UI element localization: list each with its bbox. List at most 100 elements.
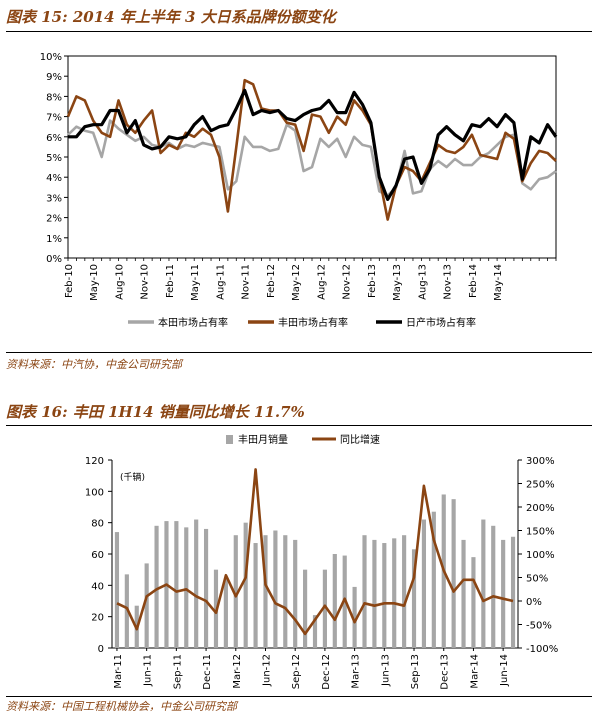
- x-tick-label: Aug-12: [316, 264, 327, 300]
- figure-16-source: 资料来源：中国工程机械协会，中金公司研究部: [6, 700, 237, 713]
- x-tick-label: Mar-11: [113, 654, 124, 689]
- x-tick-label: Sep-11: [172, 654, 183, 689]
- legend-label-3: 日产市场占有率: [406, 316, 476, 329]
- x-tick-label: May-13: [392, 264, 403, 301]
- figure-15-source: 资料来源：中汽协，中金公司研究部: [6, 358, 182, 371]
- x-tick-label: Dec-13: [440, 654, 451, 690]
- x-tick-label: May-10: [89, 264, 100, 301]
- series-line-2: [66, 78, 557, 221]
- sales-bar: [510, 536, 516, 648]
- y-tick-label: 0%: [46, 254, 62, 265]
- x-tick-label: Mar-13: [351, 654, 362, 689]
- sales-bar: [303, 569, 308, 648]
- x-tick-label: Sep-13: [410, 654, 421, 689]
- x-tick-label: Mar-12: [232, 654, 243, 689]
- sales-bar: [461, 539, 466, 648]
- x-tick-label: May-14: [493, 264, 504, 301]
- x-tick-label: Dec-12: [321, 654, 332, 690]
- sales-bar: [144, 563, 149, 648]
- series-line-3: [68, 88, 558, 201]
- right-tick-label: 0%: [526, 597, 542, 608]
- sales-bar: [431, 511, 436, 648]
- x-tick-label: May-11: [190, 264, 201, 301]
- sales-bar: [283, 535, 288, 648]
- x-tick-label: Jun-13: [380, 654, 391, 687]
- sales-bar: [382, 543, 387, 648]
- sales-bar: [124, 574, 129, 648]
- figure-16-title-rule: [6, 425, 592, 426]
- y-tick-label: 7%: [46, 113, 62, 124]
- series-line-1: [67, 119, 557, 197]
- left-tick-label: 120: [85, 456, 104, 467]
- right-tick-label: 100%: [526, 550, 555, 561]
- left-tick-label: 100: [85, 487, 104, 498]
- right-tick-label: 150%: [526, 527, 555, 538]
- y-tick-label: 5%: [46, 153, 62, 164]
- figure-16-source-rule: [6, 696, 592, 697]
- left-tick-label: 60: [91, 550, 104, 561]
- legend-swatch-bar: [226, 435, 233, 444]
- sales-bar: [332, 554, 337, 648]
- y-tick-label: 6%: [46, 133, 62, 144]
- figure-16-title: 图表 16: 丰田 1H14 销量同比增长 11.7%: [6, 403, 305, 421]
- x-tick-label: Aug-13: [417, 264, 428, 300]
- x-tick-label: Jun-12: [261, 654, 272, 687]
- left-tick-label: 40: [91, 581, 104, 592]
- sales-bar: [411, 549, 417, 648]
- sales-bar: [392, 538, 397, 648]
- x-tick-label: Feb-10: [64, 264, 75, 298]
- x-tick-label: Jun-14: [499, 654, 510, 687]
- sales-bar: [471, 557, 476, 648]
- legend-label-1: 本田市场占有率: [158, 316, 228, 329]
- legend-label-bar: 丰田月销量: [238, 433, 288, 446]
- x-tick-label: Jun-11: [143, 654, 154, 687]
- x-tick-label: Feb-13: [367, 264, 378, 298]
- sales-bar: [501, 539, 506, 648]
- sales-bar: [243, 522, 248, 648]
- left-tick-label: 80: [91, 519, 104, 530]
- unit-label: (千辆): [120, 471, 145, 483]
- y-tick-label: 9%: [46, 72, 62, 83]
- sales-bar: [174, 521, 179, 648]
- x-tick-label: Nov-12: [342, 264, 353, 300]
- x-tick-label: Nov-11: [241, 264, 252, 300]
- right-tick-label: 50%: [526, 574, 548, 585]
- sales-bar: [233, 535, 238, 648]
- y-tick-label: 10%: [40, 52, 62, 63]
- sales-bar: [203, 528, 209, 648]
- y-tick-label: 3%: [46, 193, 62, 204]
- x-tick-label: Mar-14: [469, 654, 480, 689]
- sales-bar: [481, 519, 486, 648]
- legend-label-2: 丰田市场占有率: [278, 316, 348, 329]
- sales-bar: [312, 615, 318, 648]
- sales-bar: [154, 525, 159, 648]
- left-tick-label: 20: [91, 613, 104, 624]
- sales-bar: [273, 530, 278, 648]
- y-tick-label: 4%: [46, 173, 62, 184]
- figure-15-title-rule: [6, 31, 592, 32]
- sales-bar: [352, 586, 357, 648]
- right-tick-label: 300%: [526, 456, 555, 467]
- right-tick-label: -100%: [526, 644, 558, 655]
- yoy-growth-line: [116, 468, 514, 636]
- sales-bar: [362, 535, 367, 648]
- x-tick-label: Sep-12: [291, 654, 302, 689]
- sales-bar: [114, 532, 120, 648]
- sales-bar: [372, 539, 377, 648]
- market-share-line-chart: 0% 1% 2% 3% 4% 5% 6% 7% 8% 9% 10% Feb-10 May-10 Aug-1…: [40, 52, 558, 329]
- legend-label-line: 同比增速: [340, 433, 380, 446]
- toyota-sales-combo-chart: 0 20 40 60 80 100 120 -100% -50% 0% 50% 100% 150% 200…: [85, 433, 558, 690]
- x-tick-label: May-12: [291, 264, 302, 301]
- x-tick-label: Feb-11: [165, 264, 176, 298]
- x-tick-label: Dec-11: [202, 654, 213, 690]
- y-tick-label: 2%: [46, 214, 62, 225]
- sales-bar: [491, 525, 496, 648]
- x-tick-label: Nov-13: [443, 264, 454, 300]
- x-tick-label: Feb-14: [468, 264, 479, 298]
- sales-bar: [451, 499, 456, 648]
- x-tick-label: Nov-10: [140, 264, 151, 300]
- sales-bar: [402, 535, 407, 648]
- figure-15-title: 图表 15: 2014 年上半年 3 大日系品牌份额变化: [6, 8, 336, 26]
- sales-bar: [253, 543, 258, 648]
- sales-bar: [184, 527, 189, 648]
